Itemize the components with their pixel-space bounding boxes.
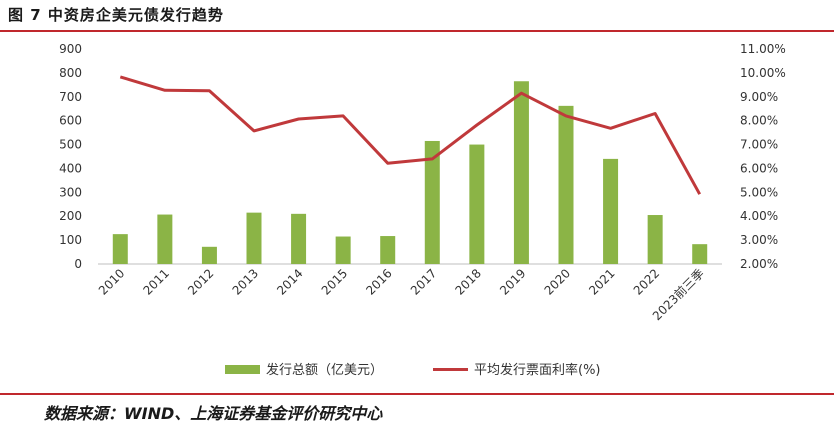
left-tick-label: 800 [59, 66, 82, 80]
bar [335, 236, 351, 264]
bar [558, 105, 574, 264]
bar [246, 212, 262, 264]
right-axis-ticks: 11.00% 10.00% 9.00% 8.00% 7.00% 6.00% 5.00% 4.0… [740, 42, 786, 271]
x-tick-label: 2016 [363, 266, 394, 297]
source-note: 数据来源：WIND、上海证券基金评价研究中心 [44, 404, 383, 423]
right-tick-label: 3.00% [740, 233, 778, 247]
left-tick-label: 0 [74, 257, 82, 271]
bar [380, 236, 396, 264]
x-tick-label: 2022 [631, 266, 662, 297]
x-tick-label: 2012 [185, 266, 216, 297]
bar [692, 244, 708, 264]
top-divider [0, 30, 834, 32]
line-series [119, 75, 702, 195]
left-tick-label: 500 [59, 138, 82, 152]
x-tick-label: 2017 [408, 266, 439, 297]
bar [291, 213, 307, 264]
x-axis-labels: 2010 2011 2012 2013 2014 2015 2016 2017 2018 2019… [96, 266, 707, 324]
left-tick-label: 300 [59, 185, 82, 199]
right-tick-label: 5.00% [740, 185, 778, 199]
x-tick-label: 2011 [140, 266, 171, 297]
bar [157, 214, 173, 264]
bar [513, 81, 529, 264]
right-tick-label: 8.00% [740, 114, 778, 128]
right-tick-label: 6.00% [740, 161, 778, 175]
left-tick-label: 900 [59, 42, 82, 56]
bar [201, 246, 217, 264]
rate-line [119, 75, 702, 195]
bar [112, 234, 128, 264]
x-tick-label: 2019 [497, 266, 528, 297]
right-tick-label: 7.00% [740, 138, 778, 152]
bar-series [112, 81, 708, 264]
left-tick-label: 600 [59, 114, 82, 128]
bar [469, 144, 485, 264]
left-tick-label: 700 [59, 90, 82, 104]
x-tick-label: 2015 [319, 266, 350, 297]
right-tick-label: 2.00% [740, 257, 778, 271]
x-tick-label: 2010 [96, 266, 127, 297]
x-tick-label: 2013 [230, 266, 261, 297]
bar [424, 140, 440, 264]
x-tick-label: 2018 [452, 266, 483, 297]
x-tick-label: 2020 [542, 266, 573, 297]
x-tick-label: 2021 [586, 266, 617, 297]
bottom-divider [0, 393, 834, 395]
left-axis-ticks: 900 800 700 600 500 400 300 200 100 0 [59, 42, 82, 271]
legend-label-line: 平均发行票面利率(%) [474, 362, 601, 378]
left-tick-label: 100 [59, 233, 82, 247]
legend-swatch-bar [225, 365, 260, 374]
left-tick-label: 200 [59, 209, 82, 223]
right-tick-label: 4.00% [740, 209, 778, 223]
legend-label-bar: 发行总额（亿美元） [266, 362, 383, 378]
x-tick-label: 2014 [274, 266, 305, 297]
right-tick-label: 10.00% [740, 66, 786, 80]
left-tick-label: 400 [59, 161, 82, 175]
legend: 发行总额（亿美元） 平均发行票面利率(%) [225, 362, 601, 378]
right-tick-label: 11.00% [740, 42, 786, 56]
right-tick-label: 9.00% [740, 90, 778, 104]
bar [603, 158, 619, 264]
figure-title: 图 7 中资房企美元债发行趋势 [8, 6, 224, 24]
bar [647, 215, 663, 264]
